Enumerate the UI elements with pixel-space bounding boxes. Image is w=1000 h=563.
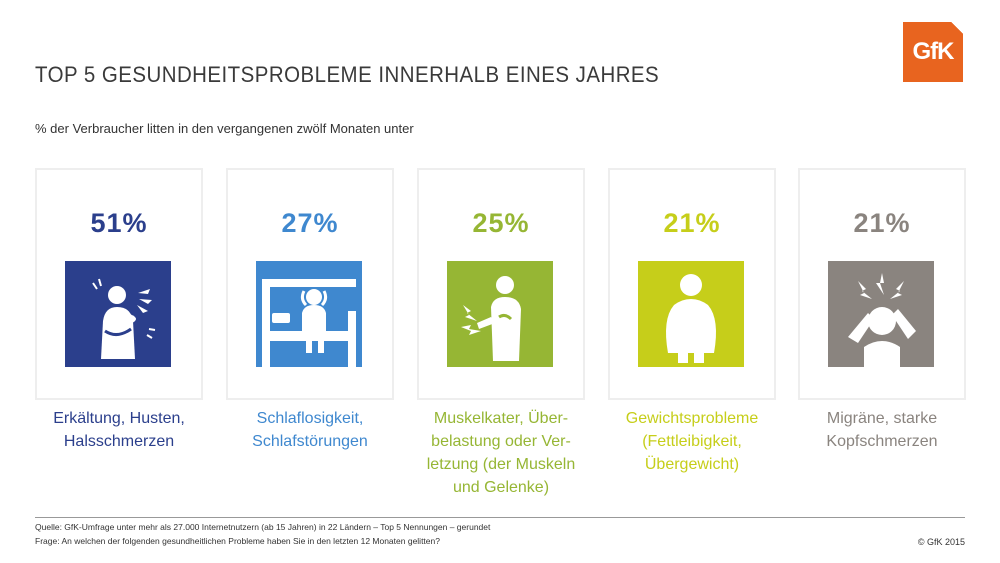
sleepless-person-in-bed-icon	[256, 261, 362, 367]
value-label: 27%	[281, 208, 339, 238]
category-label: Schlaflosigkeit, Schlafstörungen	[225, 407, 395, 453]
category-label: Muskelkater, Über- belastung oder Ver- l…	[416, 407, 586, 499]
category-label: Migräne, starke Kopfschmerzen	[797, 407, 967, 453]
value-label: 21%	[853, 208, 911, 238]
label-line: und Gelenke)	[452, 479, 550, 496]
label-line: Übergewicht)	[644, 456, 740, 473]
card-migraine: 21%	[798, 168, 966, 400]
source-note: Quelle: GfK-Umfrage unter mehr als 27.00…	[35, 522, 491, 532]
footer-divider	[35, 517, 965, 518]
value-label: 21%	[663, 208, 721, 238]
label-line: belastung oder Ver-	[431, 433, 571, 450]
label-line: Schlaflosigkeit,	[256, 410, 364, 427]
muscle-pain-person-icon	[447, 261, 553, 367]
label-line: (Fettleibigkeit,	[642, 433, 742, 450]
card-sleep: 27%	[226, 168, 394, 400]
card-weight: 21%	[608, 168, 776, 400]
page-subtitle: % der Verbraucher litten in den vergange…	[35, 121, 414, 136]
label-line: Muskelkater, Über-	[433, 410, 569, 427]
label-line: Erkältung, Husten,	[53, 410, 185, 427]
card-muscle: 25%	[417, 168, 585, 400]
value-label: 51%	[90, 208, 148, 238]
label-line: Halsschmerzen	[63, 433, 175, 450]
overweight-person-icon	[638, 261, 744, 367]
copyright: © GfK 2015	[917, 537, 965, 547]
value-label: 25%	[472, 208, 530, 238]
question-note: Frage: An welchen der folgenden gesundhe…	[35, 536, 440, 546]
card-colds: 51%	[35, 168, 203, 400]
page-title: TOP 5 GESUNDHEITSPROBLEME INNERHALB EINE…	[35, 62, 660, 87]
headache-person-icon	[828, 261, 934, 367]
label-line: Migräne, starke	[826, 410, 938, 427]
category-label: Erkältung, Husten, Halsschmerzen	[34, 407, 204, 453]
category-label: Gewichtsprobleme (Fettleibigkeit, Überge…	[607, 407, 777, 476]
label-line: letzung (der Muskeln	[426, 456, 576, 473]
gfk-logo: GfK	[903, 22, 963, 82]
label-line: Schlafstörungen	[252, 433, 368, 450]
coughing-person-icon	[65, 261, 171, 367]
label-line: Kopfschmerzen	[826, 433, 938, 450]
label-line: Gewichtsprobleme	[625, 410, 759, 427]
